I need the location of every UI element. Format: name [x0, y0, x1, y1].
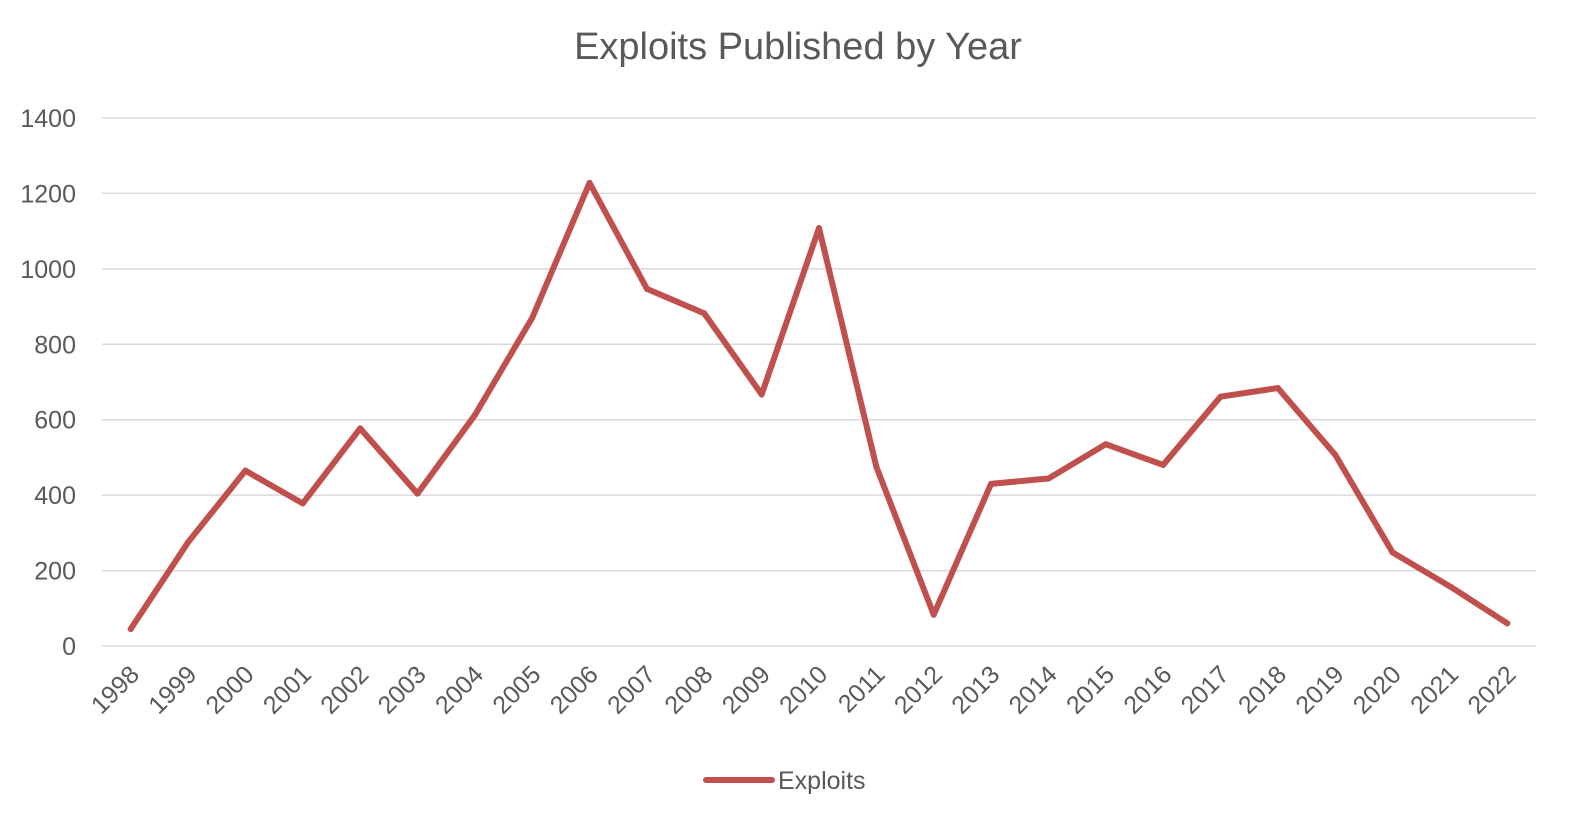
data-point-2012: [930, 611, 937, 618]
data-point-2005: [529, 314, 536, 321]
data-point-2003: [414, 490, 421, 497]
x-tick-label-2020: 2020: [1348, 660, 1407, 719]
data-point-2018: [1274, 385, 1281, 392]
series-line-0: [127, 179, 1511, 633]
data-point-2019: [1332, 451, 1339, 458]
data-point-2002: [357, 425, 364, 432]
x-tick-label-1999: 1999: [143, 660, 202, 719]
data-point-1999: [185, 539, 192, 546]
y-tick-label-800: 800: [34, 331, 76, 359]
y-tick-label-400: 400: [34, 482, 76, 510]
data-point-2022: [1504, 620, 1511, 627]
data-point-2013: [988, 480, 995, 487]
x-tick-label-2002: 2002: [315, 660, 374, 719]
x-tick-label-2015: 2015: [1061, 660, 1120, 719]
data-point-2017: [1217, 393, 1224, 400]
data-point-2021: [1446, 583, 1453, 590]
data-point-2016: [1160, 461, 1167, 468]
y-tick-label-1000: 1000: [20, 256, 76, 284]
x-tick-label-2014: 2014: [1004, 660, 1063, 719]
data-point-2007: [643, 285, 650, 292]
x-tick-label-2011: 2011: [833, 660, 891, 718]
data-point-2001: [299, 500, 306, 507]
data-point-2008: [701, 310, 708, 317]
chart-title: Exploits Published by Year: [574, 26, 1022, 68]
x-tick-label-2017: 2017: [1176, 660, 1235, 719]
x-tick-label-2007: 2007: [602, 660, 661, 719]
x-tick-label-2000: 2000: [201, 660, 260, 719]
x-tick-label-2019: 2019: [1290, 660, 1349, 719]
x-tick-label-2016: 2016: [1118, 660, 1177, 719]
x-tick-label-2021: 2021: [1405, 660, 1464, 719]
data-point-2006: [586, 179, 593, 186]
data-point-2000: [242, 467, 249, 474]
legend-label-0: Exploits: [778, 767, 866, 795]
x-tick-label-2006: 2006: [545, 660, 604, 719]
data-point-2011: [873, 463, 880, 470]
x-tick-label-2013: 2013: [946, 660, 1005, 719]
y-tick-label-200: 200: [34, 558, 76, 586]
x-tick-label-2005: 2005: [487, 660, 546, 719]
x-tick-label-2004: 2004: [430, 660, 489, 719]
x-tick-label-2022: 2022: [1462, 660, 1521, 719]
y-tick-label-0: 0: [62, 633, 76, 661]
data-point-2004: [471, 412, 478, 419]
data-point-2020: [1389, 549, 1396, 556]
x-tick-label-2012: 2012: [889, 660, 948, 719]
data-point-2015: [1102, 441, 1109, 448]
data-point-2014: [1045, 475, 1052, 482]
x-tick-label-2010: 2010: [774, 660, 833, 719]
x-tick-label-2009: 2009: [717, 660, 776, 719]
x-tick-label-2008: 2008: [659, 660, 718, 719]
y-tick-label-600: 600: [34, 407, 76, 435]
x-tick-label-2003: 2003: [373, 660, 432, 719]
data-point-2009: [758, 391, 765, 398]
y-tick-label-1200: 1200: [20, 180, 76, 208]
data-point-1998: [127, 626, 134, 633]
y-tick-label-1400: 1400: [20, 105, 76, 133]
x-tick-label-1998: 1998: [86, 660, 145, 719]
x-tick-label-2001: 2001: [258, 660, 317, 719]
data-point-2010: [816, 225, 822, 232]
x-tick-label-2018: 2018: [1233, 660, 1292, 719]
